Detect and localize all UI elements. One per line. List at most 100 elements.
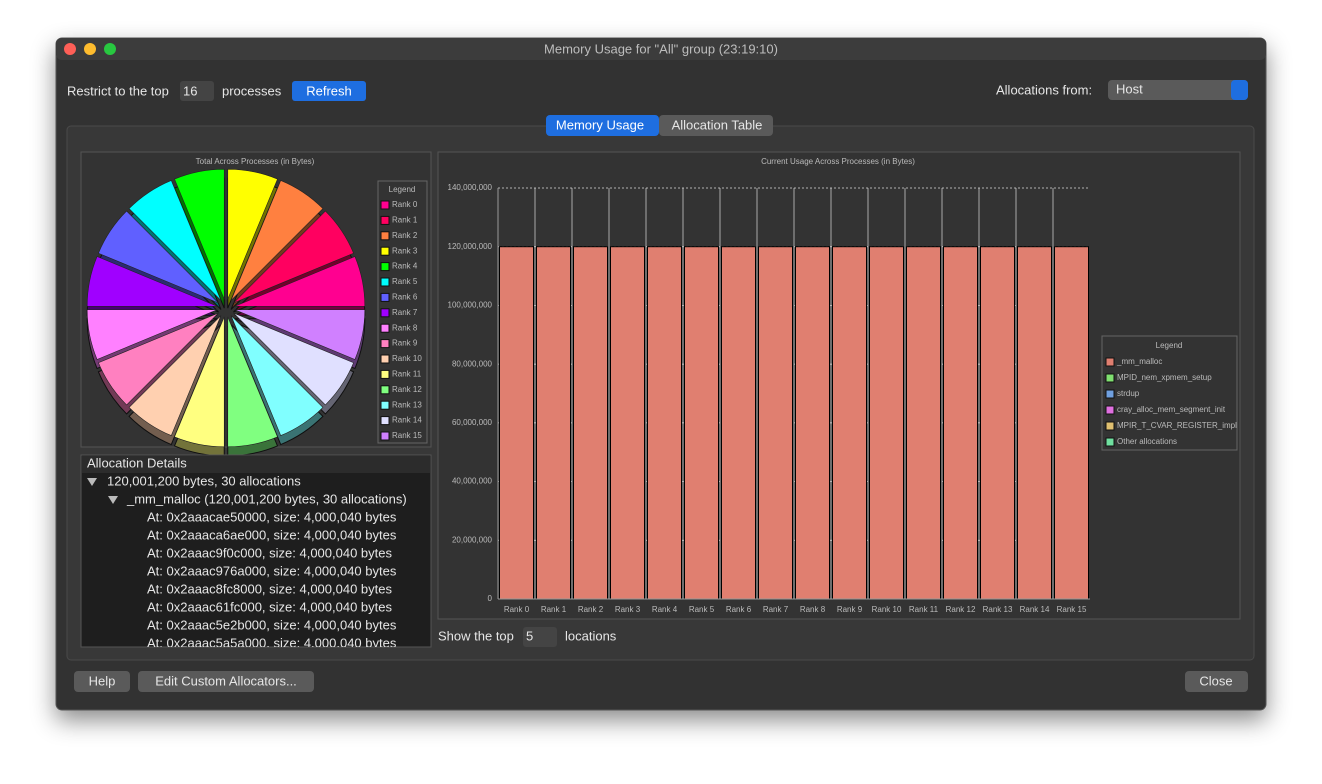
pie-slice — [174, 168, 225, 300]
x-tick-label: Rank 9 — [837, 605, 863, 614]
disclosure-triangle[interactable] — [108, 496, 118, 504]
pie-slice — [128, 180, 222, 301]
legend-label: Rank 2 — [392, 231, 418, 240]
details-header — [82, 456, 430, 473]
legend-label: Rank 5 — [392, 277, 418, 286]
restrict-label: Restrict to the top — [67, 83, 169, 98]
y-tick-label: 20,000,000 — [452, 535, 493, 544]
legend-swatch — [380, 400, 390, 410]
bar-segment — [1054, 246, 1089, 600]
tab-memory-usage[interactable] — [546, 115, 659, 136]
legend-label: _mm_malloc — [1116, 357, 1162, 366]
tree-leaf: At: 0x2aaaca6ae000, size: 4,000,040 byte… — [147, 527, 397, 542]
pie-slice — [230, 180, 324, 301]
x-tick-label: Rank 11 — [909, 605, 939, 614]
bar-segment — [499, 246, 534, 600]
pie-slice — [174, 316, 225, 448]
pie-slice — [128, 315, 222, 436]
bar-segment — [721, 246, 756, 600]
pie-title: Total Across Processes (in Bytes) — [196, 157, 315, 166]
legend-label: Rank 1 — [392, 216, 418, 225]
legend-label: Rank 9 — [392, 339, 418, 348]
bar-segment — [684, 246, 719, 600]
legend-swatch — [380, 354, 390, 364]
pie-slice — [227, 316, 278, 448]
x-tick-label: Rank 12 — [946, 605, 976, 614]
legend-swatch — [380, 231, 390, 241]
legend-swatch — [1105, 421, 1115, 431]
close-button[interactable] — [1185, 671, 1248, 692]
x-tick-label: Rank 1 — [541, 605, 567, 614]
legend-label: Rank 3 — [392, 246, 418, 255]
y-tick-label: 100,000,000 — [448, 301, 493, 310]
zoom-light[interactable] — [104, 43, 116, 55]
legend-label: Rank 4 — [392, 262, 418, 271]
title-bar — [56, 38, 1266, 60]
legend-swatch — [1105, 405, 1115, 415]
tree-leaf: At: 0x2aaac5a5a000, size: 4,000,040 byte… — [147, 635, 397, 650]
refresh-button[interactable] — [292, 81, 366, 101]
y-tick-label: 60,000,000 — [452, 418, 493, 427]
locations-count: 5 — [526, 628, 533, 643]
x-tick-label: Rank 5 — [689, 605, 715, 614]
bar-segment — [795, 246, 830, 600]
process-spinner[interactable] — [180, 81, 214, 101]
legend-label: Rank 11 — [392, 370, 422, 379]
legend-swatch — [1105, 389, 1115, 399]
tab-allocation-table[interactable] — [659, 115, 773, 136]
pie-slice — [86, 256, 218, 307]
y-tick-label: 80,000,000 — [452, 359, 493, 368]
x-tick-label: Rank 6 — [726, 605, 752, 614]
legend-label: Rank 7 — [392, 308, 418, 317]
bar-segment — [1017, 246, 1052, 600]
legend-swatch — [380, 416, 390, 426]
tab-label: Memory Usage — [556, 117, 644, 132]
x-tick-label: Rank 8 — [800, 605, 826, 614]
legend-title: Legend — [389, 185, 416, 194]
y-tick-label: 0 — [488, 594, 493, 603]
y-tick-label: 40,000,000 — [452, 477, 493, 486]
pie-slice — [98, 210, 219, 304]
legend-swatch — [380, 215, 390, 225]
select-arrow — [1231, 80, 1248, 100]
bar-segment — [536, 246, 571, 600]
legend-swatch — [1105, 437, 1115, 447]
legend-swatch — [380, 385, 390, 395]
bar-chart: Current Usage Across Processes (in Bytes… — [448, 157, 1238, 614]
legend-label: Other allocations — [1117, 437, 1177, 446]
legend-box — [1101, 335, 1238, 451]
locations-spinner[interactable] — [523, 627, 557, 647]
legend-label: strdup — [1117, 389, 1140, 398]
legend-swatch — [1105, 373, 1115, 383]
disclosure-triangle[interactable] — [87, 478, 97, 486]
x-tick-label: Rank 10 — [872, 605, 902, 614]
pie-slice — [234, 256, 366, 307]
bar-segment — [869, 246, 904, 600]
pie-slice — [234, 309, 366, 360]
edit-button[interactable] — [138, 671, 314, 692]
legend-label: Rank 8 — [392, 323, 418, 332]
processes-label: processes — [222, 83, 282, 98]
allocation-tree: 120,001,200 bytes, 30 allocations _mm_mal… — [87, 473, 407, 650]
bar-segment — [610, 246, 645, 600]
x-tick-label: Rank 13 — [983, 605, 1013, 614]
pie-slice — [230, 315, 324, 436]
legend-swatch — [380, 323, 390, 333]
legend-label: MPID_nem_xpmem_setup — [1117, 373, 1212, 382]
minimize-light[interactable] — [84, 43, 96, 55]
legend-label: Rank 13 — [392, 400, 422, 409]
close-light[interactable] — [64, 43, 76, 55]
legend-label: Rank 10 — [392, 354, 422, 363]
bar-segment — [832, 246, 867, 600]
locations-suffix: locations — [565, 628, 617, 643]
details-title: Allocation Details — [87, 455, 187, 470]
allocations-select[interactable] — [1108, 80, 1248, 100]
allocations-from-label: Allocations from: — [996, 82, 1092, 97]
bar-segment — [906, 246, 941, 600]
help-button[interactable] — [74, 671, 130, 692]
edit-label: Edit Custom Allocators... — [155, 673, 297, 688]
pie-slice — [233, 210, 354, 304]
tree-leaf: At: 0x2aaac5e2b000, size: 4,000,040 byte… — [147, 617, 397, 632]
tree-node: _mm_malloc (120,001,200 bytes, 30 alloca… — [126, 491, 407, 506]
y-tick-label: 140,000,000 — [448, 183, 493, 192]
